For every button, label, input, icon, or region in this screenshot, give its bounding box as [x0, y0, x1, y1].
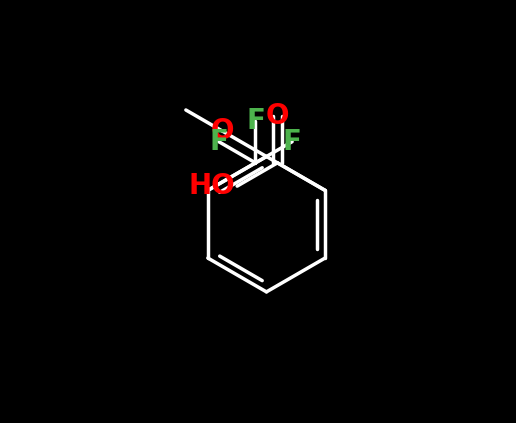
Text: HO: HO	[188, 172, 235, 200]
Text: F: F	[283, 128, 301, 156]
Text: F: F	[246, 107, 265, 135]
Text: O: O	[266, 102, 289, 130]
Text: F: F	[209, 128, 228, 156]
Text: O: O	[211, 117, 234, 145]
